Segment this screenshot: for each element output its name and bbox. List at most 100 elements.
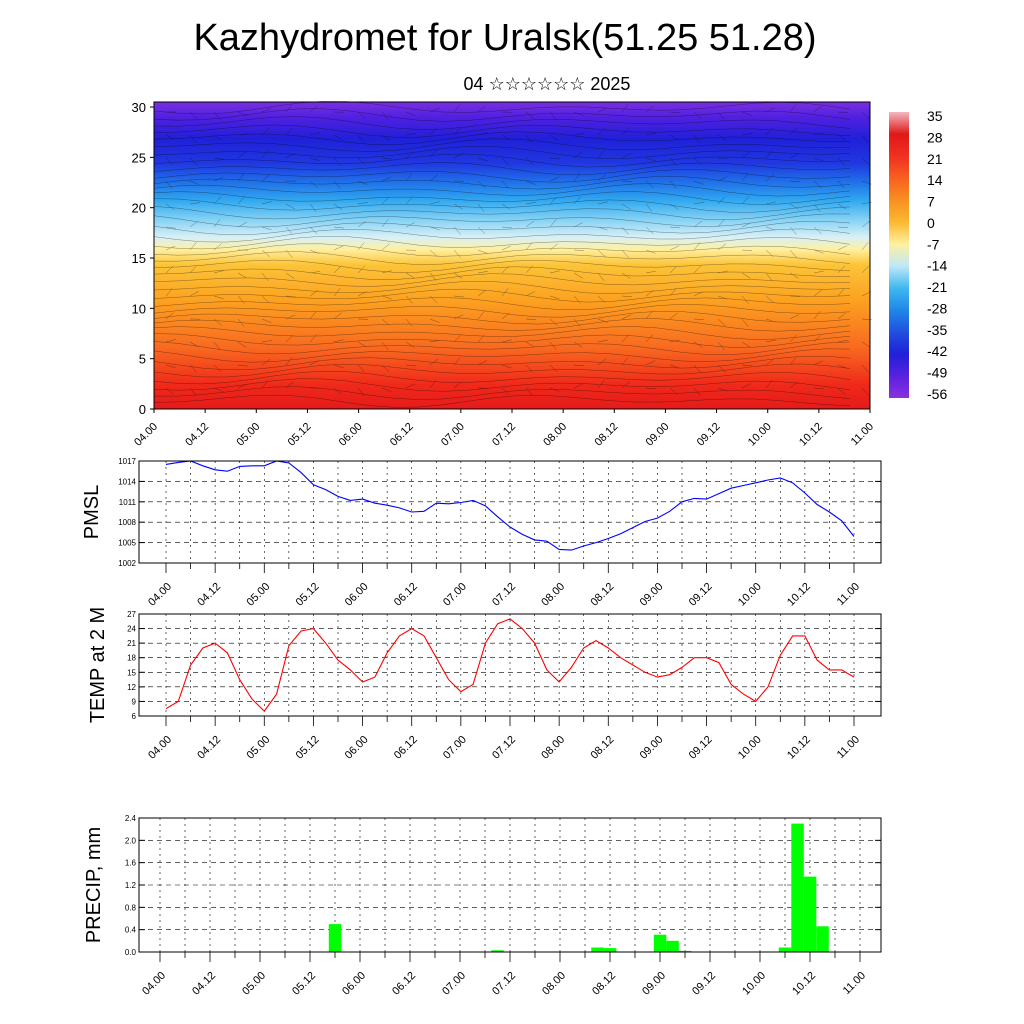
wind-barb — [189, 180, 200, 186]
wind-barb — [669, 364, 680, 369]
wind-barb — [645, 180, 654, 188]
wind-streamline — [153, 333, 851, 348]
x-tick-label: 04.12 — [195, 581, 223, 609]
wind-barb — [189, 387, 197, 396]
wind-barb — [789, 203, 799, 210]
wind-barb — [381, 176, 392, 182]
wind-barb — [765, 295, 774, 303]
wind-barb — [669, 265, 678, 274]
wind-barb — [429, 272, 437, 281]
wind-barb — [693, 220, 703, 228]
wind-barb — [621, 104, 629, 113]
y-tick-label: 6 — [132, 712, 137, 721]
cross-section-panel: 0 5 10 15 20 25 30 04.00 04.12 05.00 05.12 06.00 06.… — [132, 100, 877, 449]
wind-barb — [813, 249, 824, 254]
x-tick-label: 07.12 — [490, 421, 518, 449]
wind-barb — [645, 203, 653, 212]
wind-barb — [621, 334, 630, 343]
x-tick-label: 09.00 — [638, 734, 666, 762]
x-tick-label: 11.00 — [849, 421, 876, 448]
wind-barb — [813, 226, 822, 234]
wind-barb — [525, 291, 536, 297]
precip-bar — [666, 940, 679, 952]
wind-barb — [837, 387, 846, 395]
wind-barb — [597, 272, 605, 281]
wind-barb — [693, 157, 702, 165]
colorbar-label: 28 — [927, 129, 943, 145]
wind-barb — [549, 318, 558, 326]
wind-barb — [261, 318, 272, 323]
panel-frame — [138, 613, 882, 717]
wind-barb — [237, 383, 248, 389]
wind-barb — [213, 341, 221, 350]
wind-barb — [189, 265, 197, 274]
precip-bar — [653, 934, 667, 952]
wind-barb — [333, 180, 341, 189]
wind-barb — [333, 226, 344, 229]
x-tick-label: 04.12 — [183, 421, 211, 449]
wind-barb — [501, 387, 510, 395]
wind-barb — [237, 341, 247, 348]
wind-barb — [453, 226, 461, 235]
wind-barb — [309, 157, 320, 162]
precip-bar — [678, 950, 692, 952]
wind-barb — [165, 203, 175, 210]
wind-barb — [645, 334, 654, 343]
wind-barb — [573, 133, 584, 136]
y-tick-label: 24 — [127, 625, 136, 634]
wind-barb — [597, 174, 606, 182]
x-tick-label: 08.00 — [541, 421, 569, 449]
wind-barb — [813, 203, 821, 212]
wind-barb — [381, 295, 392, 300]
wind-barb — [789, 180, 801, 182]
wind-barb — [189, 220, 199, 228]
panel-frame — [138, 817, 882, 953]
wind-barb — [741, 272, 751, 279]
wind-barb — [501, 288, 509, 297]
x-tick-label: 11.00 — [835, 734, 862, 761]
wind-barb — [549, 157, 561, 160]
wind-barb — [789, 334, 798, 343]
wind-barbs — [153, 101, 873, 408]
x-tick-label: 05.12 — [290, 970, 318, 998]
wind-barb — [693, 364, 701, 373]
x-tick-label: 10.00 — [740, 970, 768, 998]
wind-barb — [453, 104, 461, 113]
wind-barb — [213, 196, 222, 205]
wind-barb — [717, 134, 727, 141]
wind-barb — [693, 111, 702, 119]
wind-barb — [693, 180, 704, 185]
temp-panel: 27 24 21 18 15 12 9 6 04.00 04.12 05.00 05.12 06.00 0… — [87, 607, 882, 762]
wind-barb — [261, 150, 269, 159]
wind-barb — [837, 245, 848, 251]
x-tick-label: 05.00 — [240, 970, 268, 998]
wind-streamline — [153, 311, 851, 325]
x-tick-label: 08.12 — [588, 734, 616, 762]
wind-barb — [429, 226, 440, 231]
wind-barb — [669, 312, 679, 320]
wind-barb — [813, 157, 824, 162]
wind-barb — [165, 387, 174, 395]
wind-barb — [789, 104, 797, 113]
wind-barb — [645, 157, 656, 162]
wind-barb — [453, 127, 461, 136]
precip-bar — [791, 823, 804, 952]
wind-barb — [405, 364, 417, 367]
wind-barb — [285, 295, 296, 298]
wind-barb — [573, 364, 585, 367]
wind-barb — [453, 295, 465, 298]
wind-barb — [453, 314, 464, 320]
wind-barb — [429, 358, 439, 366]
wind-barb — [645, 132, 656, 136]
x-tick-label: 06.12 — [388, 421, 416, 449]
wind-streamline — [153, 153, 851, 168]
wind-barb — [741, 111, 752, 116]
wind-barb — [741, 249, 753, 251]
wind-barb — [645, 226, 654, 234]
y-tick-label: 12 — [127, 683, 136, 692]
wind-barb — [525, 157, 534, 166]
wind-barb — [789, 127, 798, 136]
precip-panel: 2.4 2.0 1.6 1.2 0.8 0.4 0.0 04.00 04.12 05.00 05.1… — [83, 814, 882, 998]
wind-barb — [717, 219, 725, 228]
wind-barb — [357, 364, 365, 373]
